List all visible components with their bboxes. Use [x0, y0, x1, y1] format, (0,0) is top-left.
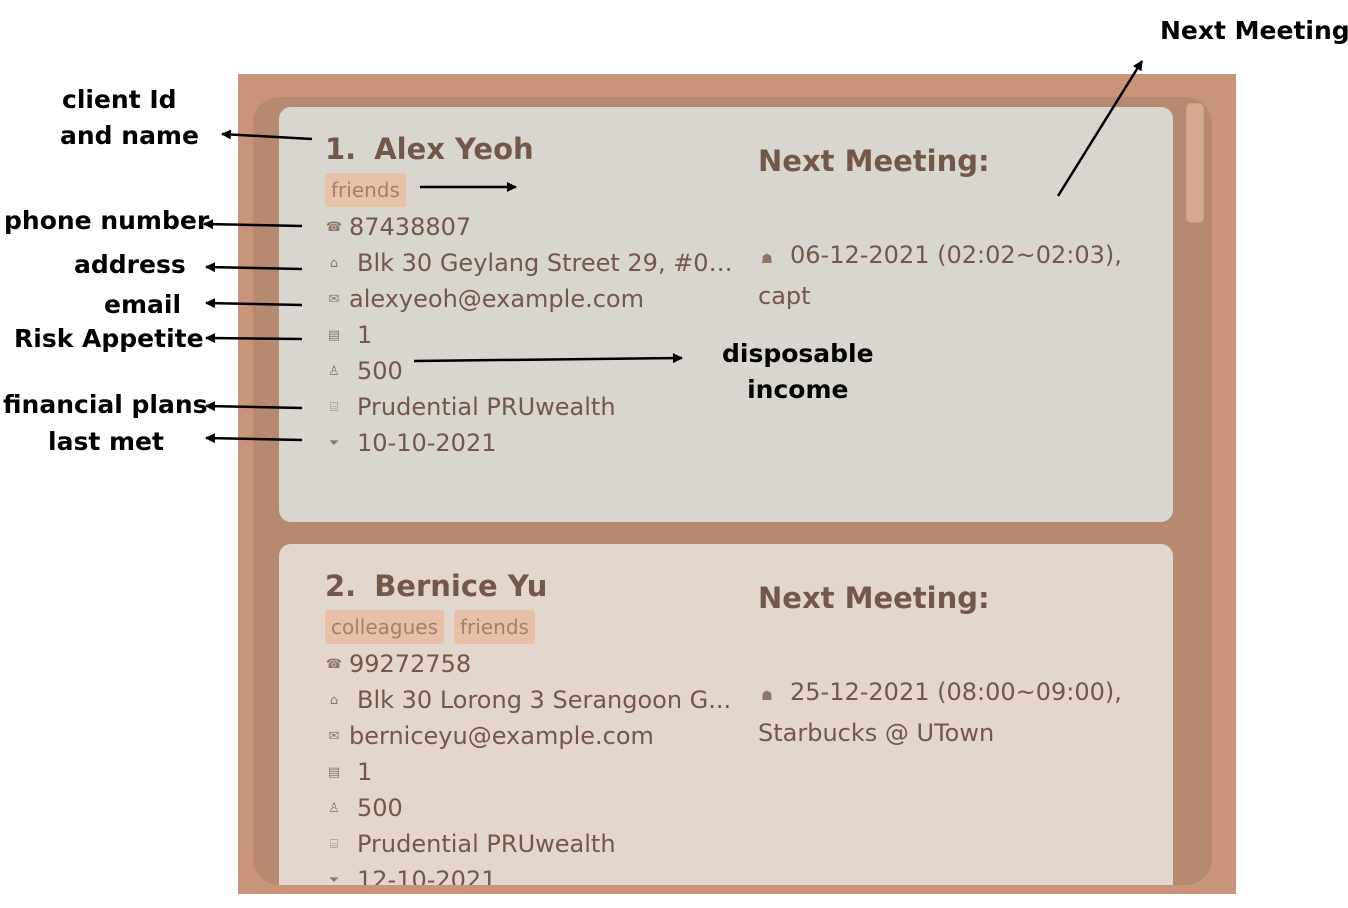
next-meeting-detail: ☗ 06-12-2021 (02:02~02:03), capt — [758, 237, 1158, 314]
client-title: 2. Bernice Yu — [325, 564, 735, 608]
risk-value: 1 — [357, 321, 373, 349]
income-value: 500 — [357, 357, 403, 385]
scrollbar[interactable] — [1184, 103, 1206, 879]
next-meeting-location: capt — [758, 282, 811, 310]
client-index: 2. — [325, 569, 357, 603]
telephone-icon: ☎ — [325, 219, 343, 235]
annotation-plans: financial plans — [3, 390, 208, 419]
email-value: alexyeoh@example.com — [349, 285, 644, 313]
house-icon: ⌂ — [329, 255, 339, 271]
client-details: 2. Bernice Yu colleagues friends ☎ 992727… — [325, 564, 735, 885]
income-row: ♙ 500 — [325, 790, 735, 826]
tag-list: friends — [325, 173, 735, 209]
risk-row: ▤ 1 — [325, 317, 735, 353]
annotation-email: email — [104, 290, 182, 319]
chart-icon: ▤ — [327, 764, 341, 780]
income-row: ♙ 500 — [325, 353, 735, 389]
phone-row: ☎ 87438807 — [325, 209, 735, 245]
address-value: Blk 30 Geylang Street 29, #06... — [357, 249, 735, 277]
client-title: 1. Alex Yeoh — [325, 127, 735, 171]
tag: friends — [325, 173, 406, 207]
next-meeting-datetime: 25-12-2021 (08:00~09:00), — [790, 678, 1122, 706]
annotation-client-id-name: client Id and name — [60, 82, 199, 154]
annotation-disposable-line2: income — [747, 375, 849, 404]
tag-list: colleagues friends — [325, 610, 735, 646]
email-row: ✉ berniceyu@example.com — [325, 718, 735, 754]
next-meeting-heading: Next Meeting: — [758, 581, 990, 615]
plans-row: ⌸ Prudential PRUwealth — [325, 389, 735, 425]
risk-value: 1 — [357, 758, 373, 786]
money-bag-icon: ♙ — [328, 363, 340, 379]
email-value: berniceyu@example.com — [349, 722, 654, 750]
scrollbar-thumb[interactable] — [1186, 103, 1204, 223]
phone-row: ☎ 99272758 — [325, 646, 735, 682]
money-bag-icon: ♙ — [328, 800, 340, 816]
annotation-phone: phone number — [4, 206, 210, 235]
client-name: Alex Yeoh — [374, 132, 534, 166]
annotation-address: address — [74, 250, 186, 279]
annotation-last-met: last met — [48, 427, 164, 456]
handshake-icon: ⏷ — [328, 872, 340, 886]
next-meeting-panel: Next Meeting: ☗ 06-12-2021 (02:02~02:03),… — [758, 143, 1158, 314]
bank-icon: ⌸ — [330, 836, 338, 852]
last-met-row: ⏷ 12-10-2021 — [325, 862, 735, 885]
client-name: Bernice Yu — [374, 569, 548, 603]
client-card-1[interactable]: 1. Alex Yeoh friends ☎ 87438807 ⌂ Blk 30 … — [279, 107, 1173, 522]
bank-icon: ⌸ — [330, 399, 338, 415]
meeting-icon: ☗ — [761, 689, 773, 704]
client-index: 1. — [325, 132, 357, 166]
phone-value: 99272758 — [349, 650, 472, 678]
email-row: ✉ alexyeoh@example.com — [325, 281, 735, 317]
last-met-value: 10-10-2021 — [357, 429, 497, 457]
client-details: 1. Alex Yeoh friends ☎ 87438807 ⌂ Blk 30 … — [325, 127, 735, 461]
next-meeting-heading: Next Meeting: — [758, 144, 990, 178]
app-window: 1. Alex Yeoh friends ☎ 87438807 ⌂ Blk 30 … — [238, 74, 1236, 894]
plans-row: ⌸ Prudential PRUwealth — [325, 826, 735, 862]
last-met-value: 12-10-2021 — [357, 866, 497, 885]
handshake-icon: ⏷ — [328, 435, 340, 451]
risk-row: ▤ 1 — [325, 754, 735, 790]
annotation-client-id-line1: client Id — [62, 85, 177, 114]
chart-icon: ▤ — [327, 327, 341, 343]
tag: friends — [454, 610, 535, 644]
income-value: 500 — [357, 794, 403, 822]
annotation-client-id-line2: and name — [60, 121, 199, 150]
tag: colleagues — [325, 610, 445, 644]
envelope-icon: ✉ — [328, 291, 340, 307]
address-row: ⌂ Blk 30 Lorong 3 Serangoon G... — [325, 682, 735, 718]
telephone-icon: ☎ — [325, 656, 343, 672]
annotation-risk: Risk Appetite — [14, 324, 204, 353]
plans-value: Prudential PRUwealth — [357, 393, 616, 421]
house-icon: ⌂ — [329, 692, 339, 708]
phone-value: 87438807 — [349, 213, 472, 241]
plans-value: Prudential PRUwealth — [357, 830, 616, 858]
meeting-icon: ☗ — [761, 252, 773, 267]
last-met-row: ⏷ 10-10-2021 — [325, 425, 735, 461]
annotation-disposable-income: disposable income — [722, 336, 874, 408]
address-row: ⌂ Blk 30 Geylang Street 29, #06... — [325, 245, 735, 281]
annotation-disposable-line1: disposable — [722, 339, 874, 368]
next-meeting-panel: Next Meeting: ☗ 25-12-2021 (08:00~09:00),… — [758, 580, 1158, 751]
next-meeting-location: Starbucks @ UTown — [758, 719, 995, 747]
next-meeting-detail: ☗ 25-12-2021 (08:00~09:00), Starbucks @ U… — [758, 674, 1158, 751]
client-list[interactable]: 1. Alex Yeoh friends ☎ 87438807 ⌂ Blk 30 … — [253, 97, 1212, 885]
annotation-next-meeting: Next Meeting — [1160, 16, 1348, 45]
next-meeting-datetime: 06-12-2021 (02:02~02:03), — [790, 241, 1122, 269]
client-card-2[interactable]: 2. Bernice Yu colleagues friends ☎ 992727… — [279, 544, 1173, 885]
address-value: Blk 30 Lorong 3 Serangoon G... — [357, 686, 732, 714]
envelope-icon: ✉ — [328, 728, 340, 744]
